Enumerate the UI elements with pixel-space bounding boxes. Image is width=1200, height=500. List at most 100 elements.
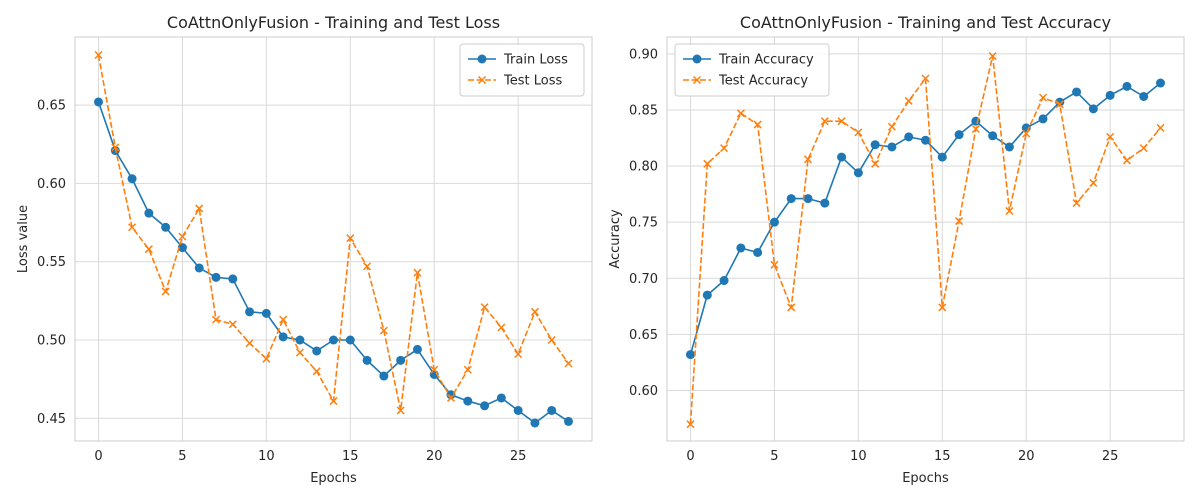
data-point — [312, 367, 321, 376]
data-point — [564, 359, 573, 368]
data-point — [228, 320, 237, 329]
data-point — [1105, 90, 1115, 100]
data-point — [938, 303, 947, 312]
data-point — [770, 260, 779, 269]
data-point — [363, 262, 372, 271]
data-point — [480, 401, 490, 411]
x-tick-label: 10 — [850, 449, 867, 464]
data-point — [1089, 178, 1098, 187]
data-point — [1156, 78, 1165, 88]
data-point — [955, 217, 964, 226]
data-point — [161, 222, 171, 232]
x-tick-label: 20 — [426, 449, 443, 464]
data-point — [564, 416, 573, 426]
data-point — [786, 194, 796, 204]
legend-marker — [692, 54, 702, 64]
x-tick-label: 0 — [94, 449, 102, 464]
y-tick-label: 0.65 — [629, 328, 658, 343]
data-point — [837, 117, 846, 126]
data-point — [1072, 87, 1082, 97]
data-point — [988, 131, 998, 141]
data-point — [988, 52, 997, 61]
data-point — [686, 350, 695, 360]
plot-frame — [74, 36, 593, 442]
data-point — [211, 272, 221, 282]
series-test — [686, 52, 1165, 429]
data-point — [412, 344, 422, 354]
y-tick-label: 0.85 — [629, 103, 658, 118]
data-point — [1038, 93, 1048, 102]
data-point — [195, 204, 204, 213]
data-point — [702, 290, 712, 300]
x-tick-label: 15 — [934, 449, 951, 464]
data-point — [904, 96, 913, 105]
data-point — [312, 346, 322, 356]
data-point — [1139, 144, 1148, 153]
y-tick-label: 0.45 — [37, 412, 66, 427]
data-point — [703, 159, 712, 168]
data-point — [446, 390, 456, 400]
data-point — [887, 122, 896, 131]
data-point — [1072, 199, 1081, 208]
x-tick-label: 25 — [510, 449, 527, 464]
legend-marker — [692, 75, 702, 85]
data-point — [820, 117, 829, 126]
y-tick-label: 0.60 — [629, 384, 658, 399]
data-point — [753, 247, 763, 257]
series-train — [686, 78, 1165, 360]
data-point — [1156, 123, 1165, 132]
legend-marker — [477, 75, 487, 85]
data-point — [803, 194, 813, 204]
data-point — [262, 354, 271, 363]
data-point — [1022, 129, 1031, 138]
y-tick-label: 0.90 — [629, 47, 658, 62]
legend-label: Test Accuracy — [718, 74, 808, 89]
data-point — [295, 348, 304, 357]
data-point — [787, 303, 796, 312]
y-tick-label: 0.70 — [629, 272, 658, 287]
chart-title: CoAttnOnlyFusion - Training and Test Los… — [167, 13, 500, 32]
data-point — [346, 234, 355, 243]
data-point — [736, 243, 746, 253]
data-point — [111, 143, 120, 152]
data-point — [1106, 132, 1115, 141]
data-point — [514, 350, 523, 359]
data-point — [971, 116, 981, 126]
x-tick-label: 20 — [1018, 449, 1035, 464]
data-point — [178, 232, 187, 241]
data-point — [1055, 100, 1064, 109]
data-point — [547, 405, 557, 415]
data-point — [753, 120, 762, 129]
y-tick-label: 0.65 — [37, 99, 66, 114]
data-point — [904, 132, 914, 142]
data-point — [736, 109, 745, 118]
data-point — [921, 74, 930, 83]
data-point — [144, 245, 153, 254]
data-point — [853, 168, 863, 178]
data-point — [345, 335, 355, 345]
plot-frame — [666, 36, 1185, 442]
data-point — [379, 371, 389, 381]
legend: Train Loss Test Loss — [459, 43, 585, 97]
data-point — [530, 307, 539, 316]
legend-label: Train Accuracy — [718, 53, 814, 68]
data-point — [837, 152, 847, 162]
data-point — [1088, 104, 1098, 114]
data-point — [921, 135, 930, 145]
data-point — [396, 355, 406, 365]
data-point — [1038, 114, 1048, 124]
data-point — [362, 355, 372, 365]
chart-title: CoAttnOnlyFusion - Training and Test Acc… — [740, 13, 1111, 32]
data-point — [329, 397, 338, 406]
legend-marker — [477, 54, 487, 64]
data-point — [513, 405, 523, 415]
y-tick-label: 0.50 — [37, 334, 66, 349]
series-train — [94, 97, 573, 428]
data-point — [1122, 81, 1132, 91]
x-tick-label: 0 — [686, 449, 694, 464]
data-point — [480, 303, 489, 312]
data-point — [128, 223, 137, 232]
data-point — [127, 174, 137, 184]
legend-label: Test Loss — [503, 74, 562, 89]
x-tick-label: 25 — [1102, 449, 1119, 464]
